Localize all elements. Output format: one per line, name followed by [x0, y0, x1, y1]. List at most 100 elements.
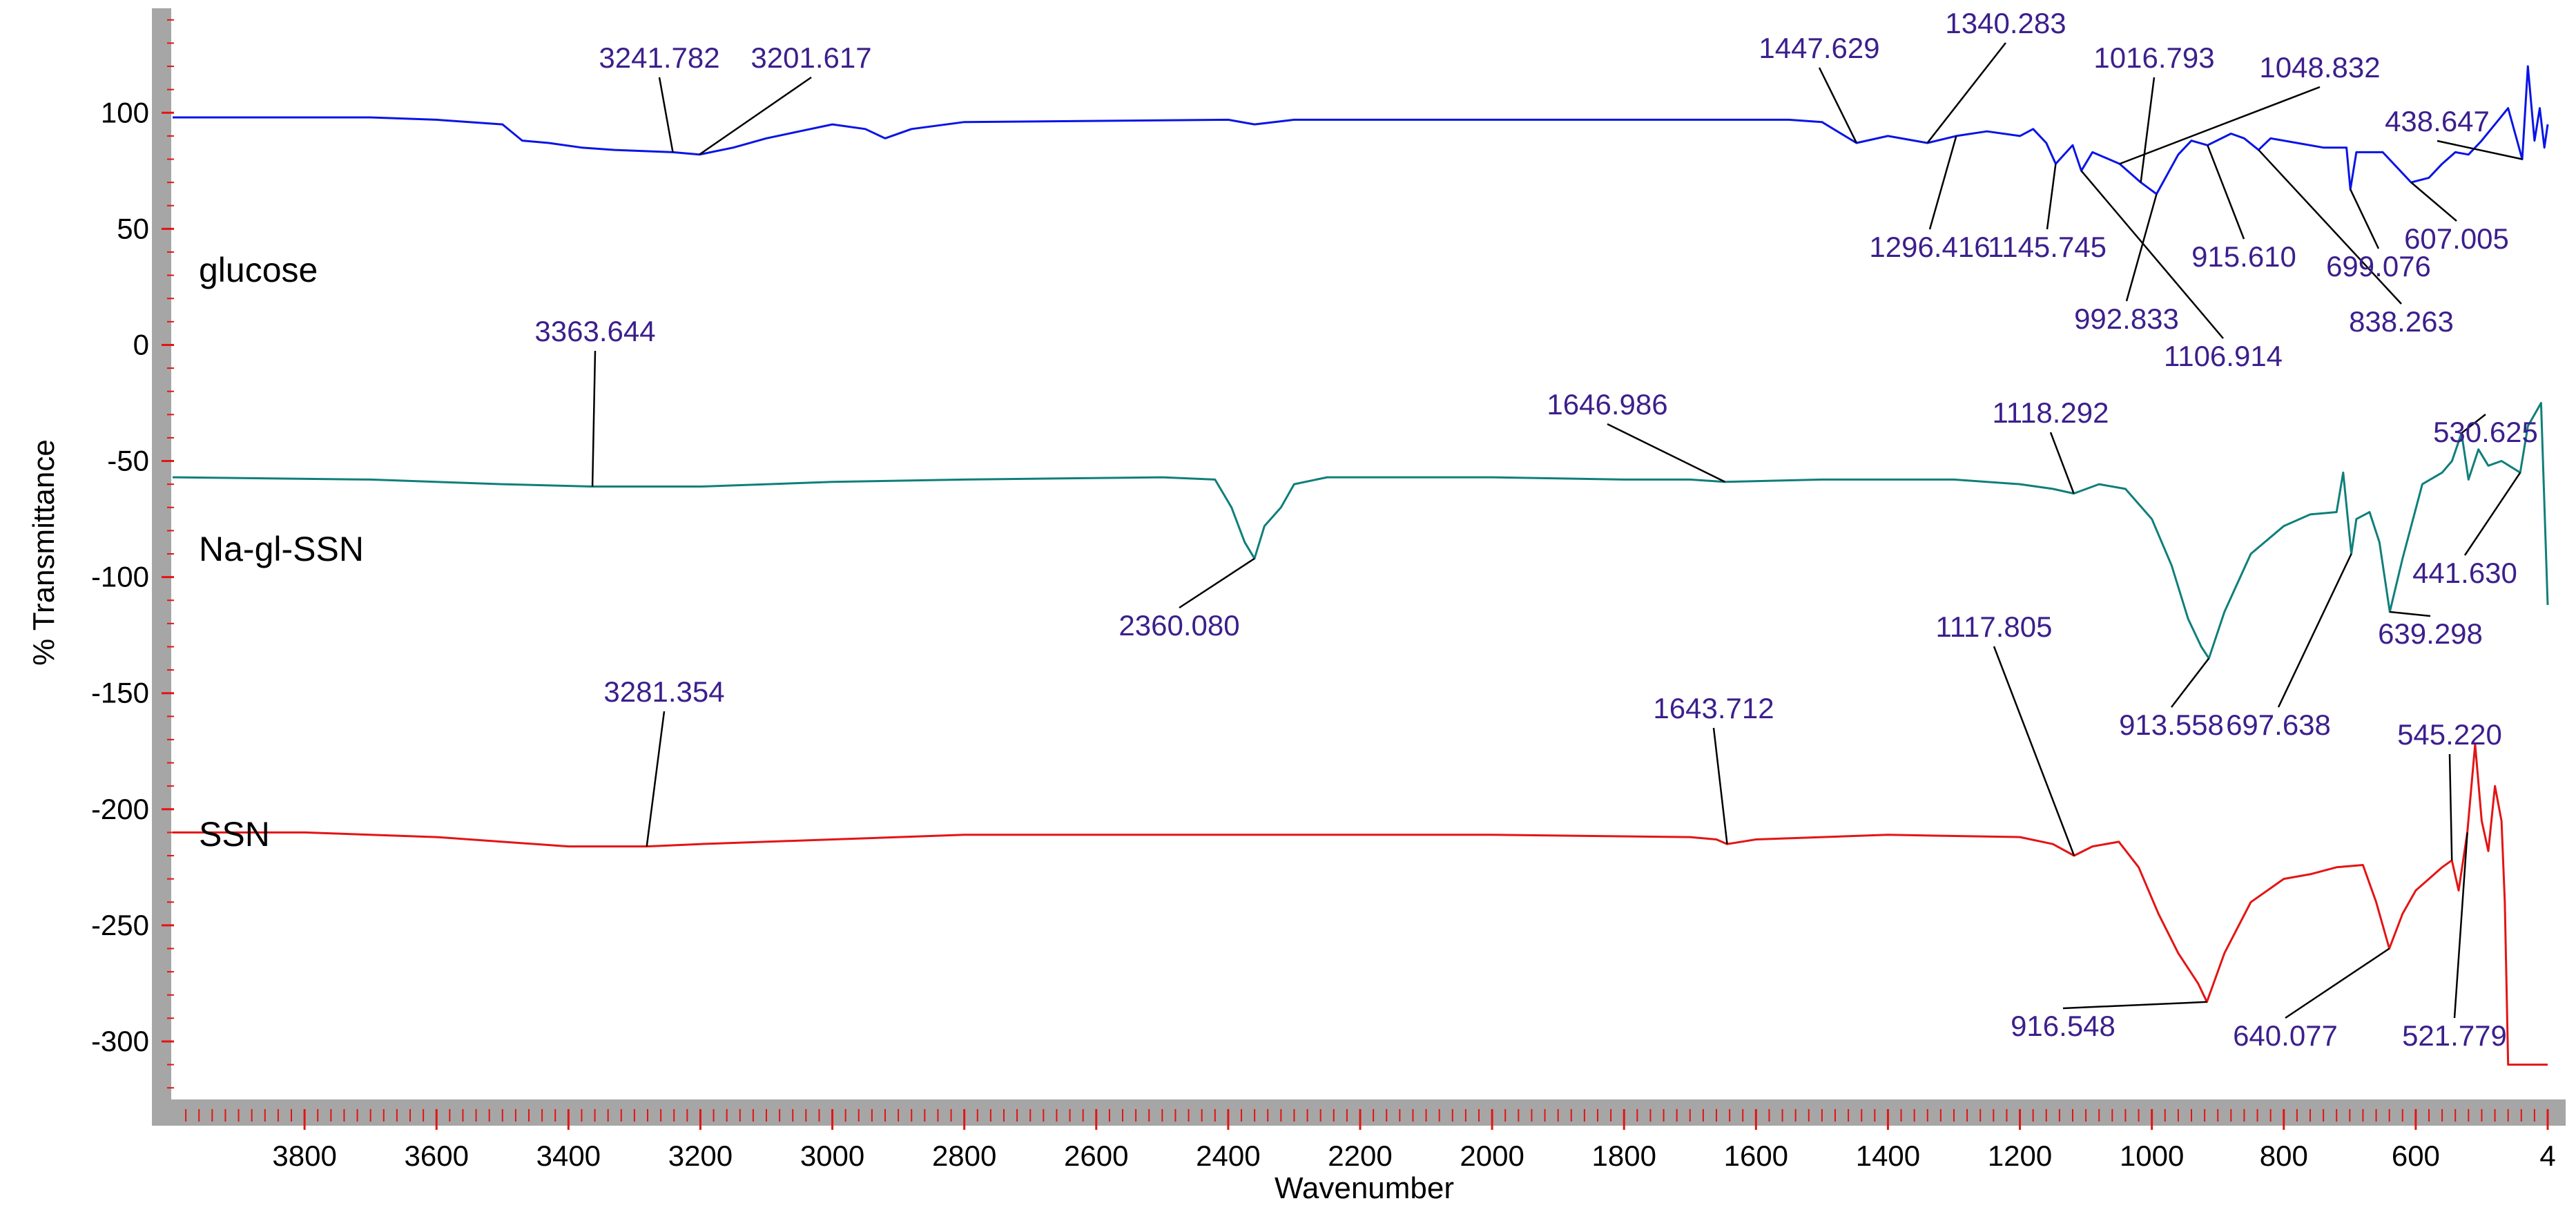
peak-annotations: 3241.782 3201.617 1447.629 1340.283 1016.793…: [534, 7, 2538, 1052]
peak-label: 992.833: [2074, 302, 2179, 335]
peak-label: 697.638: [2226, 709, 2331, 741]
peak-leader-line: [2046, 164, 2057, 230]
y-tick-label: -300: [91, 1025, 149, 1057]
x-tick-label: 1200: [1988, 1140, 2052, 1172]
x-tick-label: 600: [2392, 1140, 2440, 1172]
y-tick-label: -50: [107, 445, 149, 477]
series-label-ssn: SSN: [199, 815, 270, 854]
peak-leader-line: [2207, 144, 2245, 240]
peak-leader-line: [1993, 646, 2075, 856]
peak-leader-line: [1712, 727, 1728, 845]
plot-area: [171, 8, 2566, 1099]
peak-leader-line: [646, 711, 666, 847]
x-tick-label: 800: [2260, 1140, 2308, 1172]
peak-label: 1145.745: [1988, 231, 2107, 263]
peak-label: 699.076: [2326, 250, 2431, 282]
x-tick-label: 2000: [1460, 1140, 1524, 1172]
x-axis-title: Wavenumber: [1275, 1171, 1454, 1205]
x-tick-label: 4: [2539, 1140, 2555, 1172]
peak-leader-line: [2119, 86, 2321, 165]
peak-leader-line: [1926, 42, 2006, 144]
peak-label: 1646.986: [1547, 388, 1667, 421]
peak-leader-line: [2350, 189, 2380, 249]
x-tick-label: 2600: [1064, 1140, 1128, 1172]
peak-leader-line: [699, 76, 812, 155]
series-label-na-gl-ssn: Na-gl-SSN: [199, 530, 364, 568]
peak-label: 1340.283: [1945, 7, 2066, 39]
peak-leader-line: [2453, 832, 2468, 1019]
peak-label: 2360.080: [1118, 609, 1239, 642]
peak-leader-line: [658, 77, 674, 153]
peak-label: 1118.292: [1993, 396, 2109, 429]
x-tick-label: 3400: [536, 1140, 601, 1172]
series-layer: [172, 65, 2549, 1066]
peak-leader-line: [2461, 414, 2486, 434]
peak-leader-line: [1818, 67, 1858, 144]
y-tick-label: -200: [91, 793, 149, 825]
peak-leader-line: [1179, 557, 1255, 609]
peak-leader-line: [2463, 472, 2521, 556]
peak-leader-line: [2277, 553, 2352, 708]
peak-leader-line: [591, 350, 597, 487]
y-axis-title: % Transmittance: [27, 439, 61, 666]
x-tick-label: 2200: [1328, 1140, 1392, 1172]
peak-label: 438.647: [2385, 105, 2490, 137]
peak-label: 640.077: [2233, 1019, 2338, 1052]
peak-leader-line: [2049, 432, 2075, 494]
peak-label: 838.263: [2349, 305, 2454, 338]
peak-label: 441.630: [2412, 557, 2517, 589]
peak-leader-line: [2171, 657, 2210, 708]
frame-left: [152, 8, 171, 1126]
x-tick-label: 2400: [1196, 1140, 1260, 1172]
series-line-glucose: [173, 65, 2549, 195]
x-tick-label: 1400: [1856, 1140, 1920, 1172]
x-tick-label: 3600: [405, 1140, 469, 1172]
series-line-na-gl-ssn: [172, 402, 2549, 660]
peak-leader-line: [2140, 77, 2156, 183]
peak-leader-line: [2258, 149, 2402, 305]
peak-leader-line: [1928, 135, 1957, 230]
y-axis-ticks: 100 50 0 -50 -100 -150 -200 -250 -300: [91, 19, 174, 1089]
peak-label: 913.558: [2119, 709, 2224, 741]
peak-leader-line: [2390, 610, 2431, 617]
peak-label: 607.005: [2404, 222, 2509, 255]
peak-label: 530.625: [2433, 416, 2538, 448]
peak-leader-line: [2125, 193, 2158, 302]
peak-leader-line: [2285, 948, 2390, 1019]
x-tick-label: 3200: [668, 1140, 733, 1172]
y-tick-label: -150: [91, 677, 149, 709]
peak-leader-line: [2062, 1001, 2207, 1010]
peak-label: 916.548: [2011, 1010, 2115, 1042]
x-tick-label: 1800: [1592, 1140, 1656, 1172]
y-tick-label: -250: [91, 909, 149, 941]
peak-label: 521.779: [2402, 1019, 2507, 1052]
y-tick-label: 0: [133, 328, 149, 360]
peak-label: 915.610: [2191, 240, 2296, 273]
series-label-glucose: glucose: [199, 251, 318, 289]
peak-label: 639.298: [2378, 617, 2483, 650]
y-tick-label: 50: [117, 212, 149, 244]
x-tick-label: 3800: [272, 1140, 336, 1172]
peak-label: 545.220: [2397, 718, 2502, 751]
peak-leader-line: [2437, 140, 2523, 160]
x-tick-label: 1000: [2120, 1140, 2184, 1172]
peak-label: 1106.914: [2164, 340, 2283, 372]
peak-label: 3241.782: [599, 41, 719, 74]
peak-label: 1643.712: [1653, 692, 1774, 724]
peak-label: 1048.832: [2259, 51, 2380, 84]
peak-label: 1016.793: [2093, 41, 2214, 74]
x-tick-label: 2800: [932, 1140, 996, 1172]
peak-leader-line: [2448, 753, 2453, 861]
x-tick-label: 3000: [800, 1140, 864, 1172]
peak-leader-line: [2080, 170, 2224, 339]
frame-bottom: [152, 1099, 2566, 1126]
peak-label: 1447.629: [1759, 32, 1879, 64]
peak-label: 1117.805: [1936, 610, 2053, 643]
x-tick-label: 1600: [1724, 1140, 1788, 1172]
peak-leader-line: [1607, 423, 1725, 483]
peak-label: 3201.617: [750, 41, 871, 74]
series-line-ssn: [173, 743, 2548, 1066]
peak-label: 1296.416: [1869, 231, 1990, 263]
peak-label: 3363.644: [534, 315, 655, 347]
